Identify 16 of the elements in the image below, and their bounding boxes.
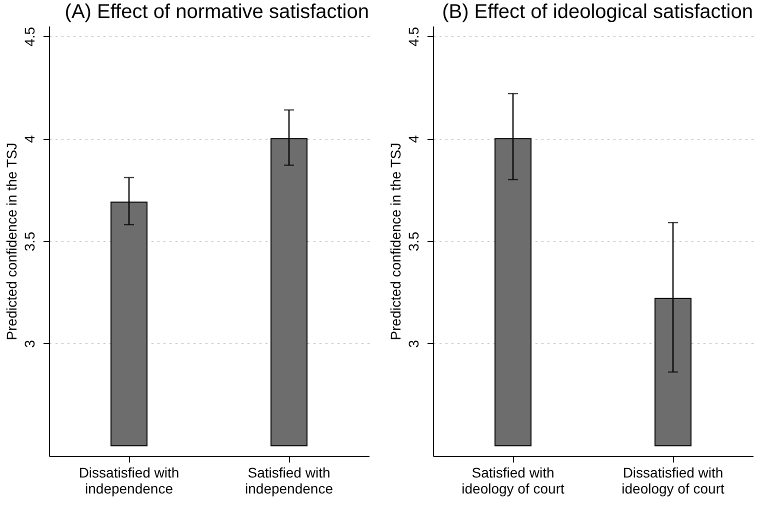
y-tick-label: 4 <box>406 135 422 144</box>
y-tick-label: 4.5 <box>406 26 422 46</box>
y-tick-label: 3 <box>22 340 38 348</box>
x-tick-label: Dissatisfied with independence <box>78 464 180 496</box>
y-tick-label: 4 <box>22 135 38 144</box>
y-tick-label: 4.5 <box>22 26 38 46</box>
y-axis-title: Predicted confidence in the TSJ <box>388 142 404 340</box>
y-axis-title: Predicted confidence in the TSJ <box>4 142 20 340</box>
y-tick-label: 3.5 <box>406 232 422 252</box>
chart-title: (A) Effect of normative satisfaction <box>64 1 369 23</box>
y-tick-label: 3 <box>406 340 422 348</box>
x-tick-label: Satisfied with ideology of court <box>462 464 564 496</box>
x-tick-label: Dissatisfied with ideology of court <box>622 464 724 496</box>
x-tick-label: Satisfied with independence <box>245 464 334 496</box>
y-tick-label: 3.5 <box>22 232 38 252</box>
chart-title: (B) Effect of ideological satisfaction <box>442 1 753 23</box>
